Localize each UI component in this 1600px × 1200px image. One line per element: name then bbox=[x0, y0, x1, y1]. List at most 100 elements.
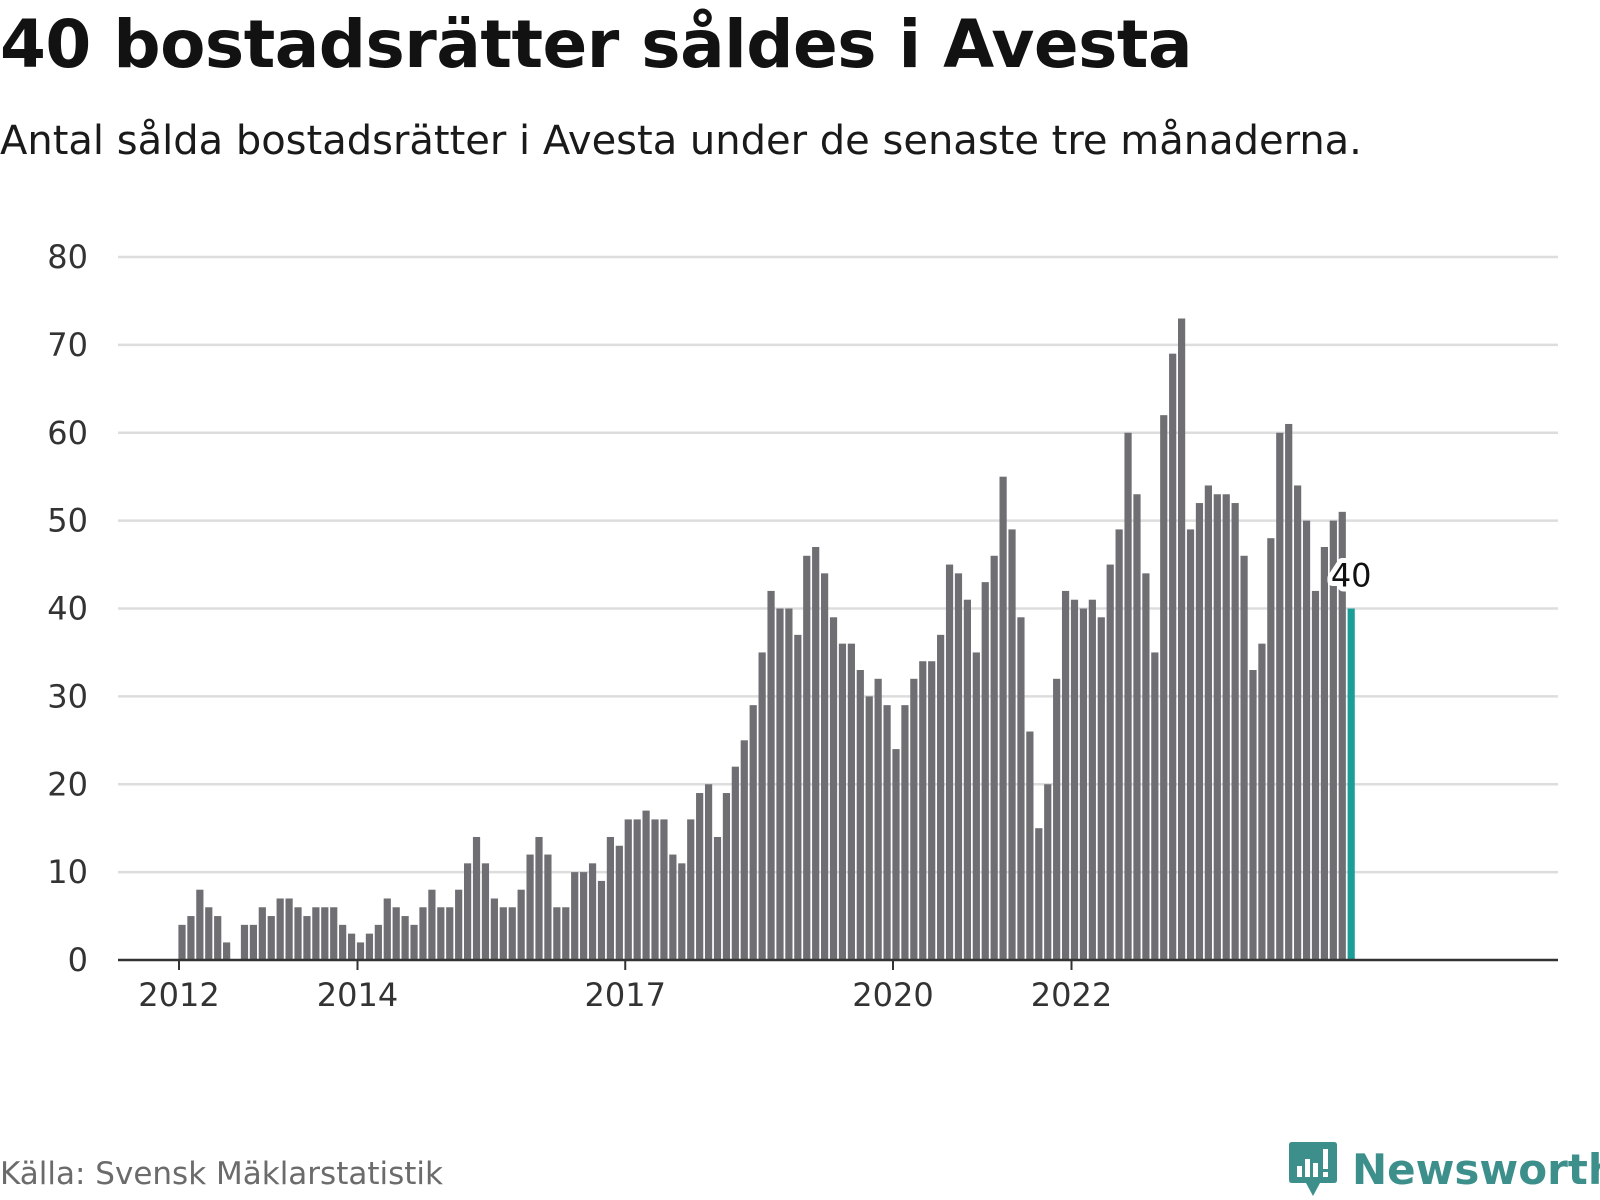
bar bbox=[303, 916, 311, 960]
bar bbox=[1106, 564, 1114, 960]
bar bbox=[508, 907, 516, 960]
bar bbox=[1258, 643, 1266, 960]
y-tick-label: 10 bbox=[47, 853, 88, 891]
brand-name: Newsworthy bbox=[1352, 1144, 1600, 1194]
bar bbox=[1035, 828, 1043, 960]
bar bbox=[401, 916, 409, 960]
y-tick-label: 40 bbox=[47, 590, 88, 628]
bars bbox=[178, 318, 1355, 961]
bar bbox=[633, 819, 641, 960]
bar bbox=[499, 907, 507, 960]
bar bbox=[223, 942, 231, 960]
bar bbox=[1133, 494, 1141, 960]
bar bbox=[919, 661, 927, 960]
bar bbox=[249, 924, 257, 960]
bar bbox=[856, 670, 864, 960]
bar bbox=[1053, 678, 1061, 960]
bar bbox=[347, 933, 356, 960]
bar bbox=[1160, 415, 1168, 960]
bar bbox=[704, 784, 713, 960]
bar bbox=[642, 810, 650, 960]
bar bbox=[1213, 494, 1221, 960]
bar bbox=[481, 863, 490, 960]
bar bbox=[1008, 529, 1016, 960]
bar bbox=[865, 696, 873, 961]
bar bbox=[1249, 670, 1257, 960]
bar bbox=[339, 924, 347, 960]
bar bbox=[1267, 538, 1275, 960]
bar bbox=[1169, 353, 1177, 960]
bar bbox=[446, 907, 454, 960]
bar bbox=[330, 907, 338, 960]
bar bbox=[1061, 590, 1070, 960]
bar bbox=[464, 863, 472, 960]
bar bbox=[187, 916, 195, 960]
bar bbox=[758, 652, 766, 960]
bar bbox=[588, 863, 597, 960]
bar bbox=[1231, 503, 1239, 960]
bar bbox=[945, 564, 954, 960]
bar bbox=[937, 634, 945, 960]
bar bbox=[687, 819, 695, 960]
bar bbox=[660, 819, 668, 960]
bar bbox=[365, 933, 374, 960]
bar bbox=[1017, 617, 1025, 960]
y-tick-label: 80 bbox=[47, 238, 88, 276]
x-tick-label: 2014 bbox=[317, 976, 398, 1014]
bar bbox=[829, 617, 838, 960]
bar bbox=[1302, 520, 1311, 961]
bar bbox=[1070, 599, 1079, 960]
bar bbox=[428, 889, 436, 960]
bar bbox=[392, 907, 400, 960]
bar bbox=[472, 836, 481, 960]
x-tick-label: 2020 bbox=[852, 976, 933, 1014]
bar bbox=[1142, 573, 1150, 960]
bar bbox=[606, 836, 614, 960]
bar bbox=[1294, 485, 1302, 960]
x-tick-label: 2022 bbox=[1031, 976, 1112, 1014]
bar bbox=[785, 608, 793, 960]
bar bbox=[294, 907, 302, 960]
bar bbox=[276, 898, 284, 960]
bar bbox=[776, 608, 784, 960]
bar bbox=[1178, 318, 1186, 960]
bar bbox=[419, 907, 427, 960]
bar bbox=[910, 678, 918, 960]
bar bbox=[1311, 590, 1320, 960]
x-tick-label: 2012 bbox=[138, 976, 219, 1014]
bar bbox=[597, 880, 606, 960]
x-axis: 2012 2014 2017 2020 2022 bbox=[118, 958, 1558, 1014]
bar bbox=[651, 819, 659, 960]
bar bbox=[928, 661, 936, 960]
bar bbox=[1186, 529, 1195, 960]
bar bbox=[767, 590, 775, 960]
bar bbox=[963, 599, 971, 960]
bar bbox=[205, 907, 213, 960]
bar bbox=[535, 836, 543, 960]
bar bbox=[901, 705, 909, 960]
bar bbox=[740, 740, 748, 960]
bar bbox=[1204, 485, 1212, 960]
bar bbox=[1276, 432, 1284, 960]
bar bbox=[214, 916, 222, 960]
y-tick-label: 70 bbox=[47, 326, 88, 364]
x-tick-label: 2017 bbox=[585, 976, 666, 1014]
bar bbox=[553, 907, 561, 960]
highlight-bar bbox=[1347, 608, 1355, 960]
bar bbox=[580, 872, 588, 961]
y-tick-label: 0 bbox=[68, 941, 88, 979]
bar bbox=[812, 546, 820, 960]
bar bbox=[196, 889, 204, 960]
bar bbox=[821, 573, 829, 960]
bar bbox=[321, 907, 329, 960]
bar bbox=[838, 643, 847, 960]
bar bbox=[410, 924, 418, 960]
bar bbox=[258, 907, 266, 960]
bar bbox=[383, 898, 391, 960]
bar bbox=[240, 924, 249, 960]
brand[interactable]: Newsworthy bbox=[1288, 1140, 1600, 1198]
bar bbox=[356, 942, 365, 960]
bar bbox=[312, 907, 320, 960]
bar bbox=[437, 907, 445, 960]
bar bbox=[624, 819, 632, 960]
